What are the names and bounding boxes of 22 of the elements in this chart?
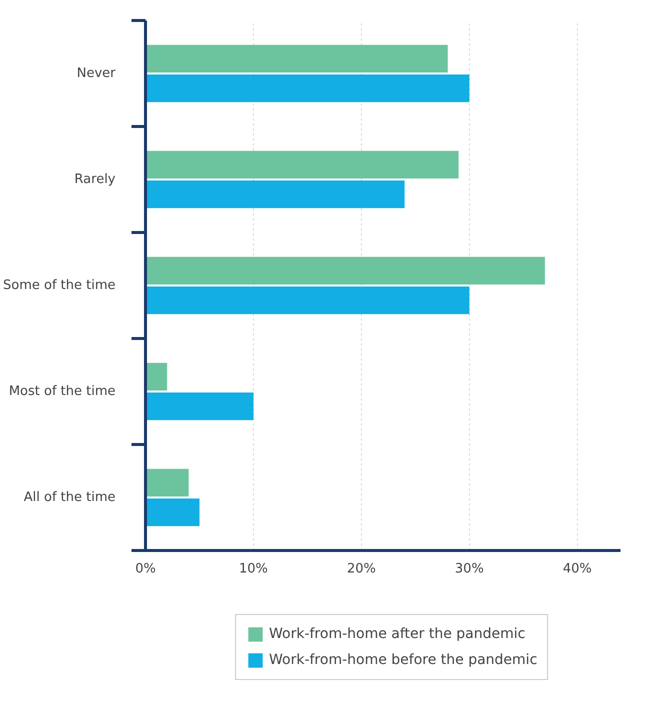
bar [146,468,189,496]
y-tick-label: Most of the time [8,384,116,399]
y-tick-label: All of the time [24,490,116,505]
legend-label: Work-from-home before the pandemic [269,652,538,668]
x-tick-label: 40% [562,562,592,576]
bar [146,362,168,390]
x-tick-label: 30% [454,562,484,576]
x-tick-label: 20% [346,562,376,576]
bar [146,392,254,420]
x-tick-label: 0% [135,562,156,576]
bar [146,286,470,314]
bar [146,150,459,178]
bar [146,180,405,208]
y-tick-label: Some of the time [3,278,116,293]
x-tick-label: 10% [239,562,268,576]
bar [146,498,200,526]
bar [146,256,545,284]
y-tick-label: Never [76,66,116,81]
legend-label: Work-from-home after the pandemic [269,626,526,642]
y-tick-label: Rarely [74,172,116,187]
bar [146,74,470,102]
bar [146,44,448,72]
